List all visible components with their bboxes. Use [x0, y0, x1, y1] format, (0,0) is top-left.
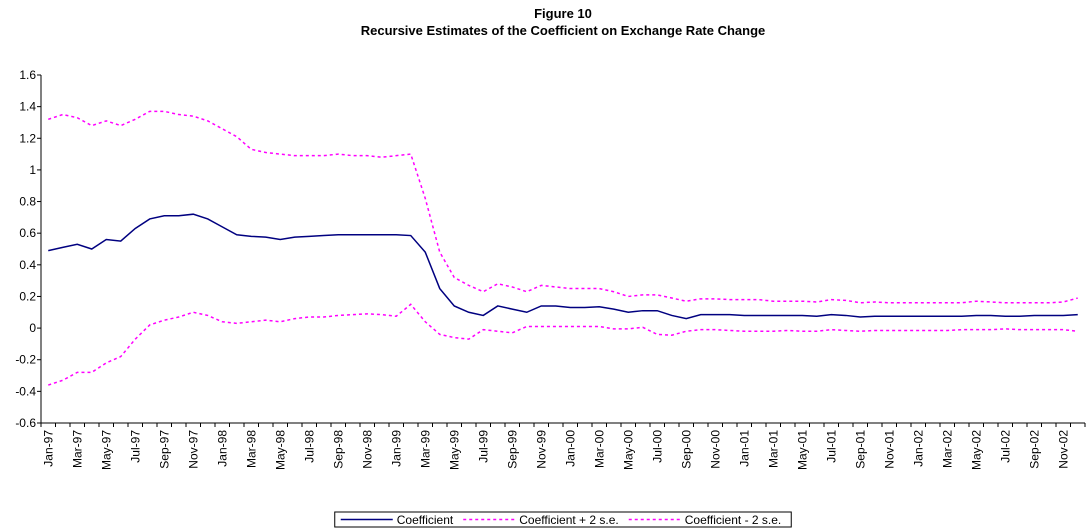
x-tick-label: Sep-98 [331, 430, 345, 469]
x-tick-label: Mar-98 [244, 430, 258, 468]
y-tick-label: 0.8 [19, 195, 36, 209]
x-tick-label: Jan-01 [737, 430, 751, 467]
legend-label: Coefficient + 2 s.e. [519, 513, 619, 527]
x-tick-label: Jul-99 [476, 430, 490, 463]
y-tick-label: 0.2 [19, 289, 36, 303]
x-tick-label: Jan-98 [215, 430, 229, 467]
x-tick-label: Jan-97 [41, 430, 55, 467]
x-tick-label: Mar-99 [418, 430, 432, 468]
x-tick-label: Nov-00 [708, 430, 722, 469]
y-tick-label: 0.4 [19, 258, 36, 272]
series-line [48, 303, 1078, 386]
x-tick-label: May-99 [447, 430, 461, 470]
x-tick-label: May-02 [969, 430, 983, 470]
x-tick-label: Nov-98 [360, 430, 374, 469]
x-tick-label: Mar-02 [940, 430, 954, 468]
legend-label: Coefficient [397, 513, 454, 527]
y-tick-label: -0.4 [15, 384, 36, 398]
x-tick-label: May-98 [273, 430, 287, 470]
x-tick-label: Nov-99 [534, 430, 548, 469]
x-tick-label: Mar-00 [592, 430, 606, 468]
x-tick-label: May-01 [795, 430, 809, 470]
x-tick-label: May-97 [99, 430, 113, 470]
x-tick-label: Mar-97 [70, 430, 84, 468]
x-tick-label: Nov-02 [1056, 430, 1070, 469]
x-tick-label: Sep-00 [679, 430, 693, 469]
x-tick-label: Jan-00 [563, 430, 577, 467]
chart-title: Figure 10 [534, 6, 592, 21]
chart-subtitle: Recursive Estimates of the Coefficient o… [361, 23, 766, 38]
x-tick-label: May-00 [621, 430, 635, 470]
series-line [48, 213, 1078, 320]
x-tick-label: Jul-01 [824, 430, 838, 463]
y-tick-label: 1.4 [19, 100, 36, 114]
x-tick-label: Sep-99 [505, 430, 519, 469]
y-tick-label: -0.2 [15, 353, 36, 367]
x-tick-label: Jul-98 [302, 430, 316, 463]
x-tick-label: Jul-97 [128, 430, 142, 463]
x-tick-label: Nov-01 [882, 430, 896, 469]
x-tick-label: Sep-97 [157, 430, 171, 469]
y-tick-label: 1 [29, 163, 36, 177]
legend-box [334, 511, 792, 528]
legend-label: Coefficient - 2 s.e. [685, 513, 782, 527]
series-line [48, 110, 1078, 304]
y-tick-label: 1.2 [19, 131, 36, 145]
x-tick-label: Jul-02 [998, 430, 1012, 463]
x-tick-label: Jul-00 [650, 430, 664, 463]
y-tick-label: 0 [29, 321, 36, 335]
x-tick-label: Nov-97 [186, 430, 200, 469]
y-tick-label: 0.6 [19, 226, 36, 240]
x-tick-label: Mar-01 [766, 430, 780, 468]
y-tick-label: 1.6 [19, 68, 36, 82]
y-tick-label: -0.6 [15, 416, 36, 430]
legend: Coefficient Coefficient + 2 s.e. Coefficie… [334, 511, 792, 528]
x-tick-label: Sep-02 [1027, 430, 1041, 469]
x-tick-label: Sep-01 [853, 430, 867, 469]
x-tick-label: Jan-02 [911, 430, 925, 467]
x-tick-label: Jan-99 [389, 430, 403, 467]
